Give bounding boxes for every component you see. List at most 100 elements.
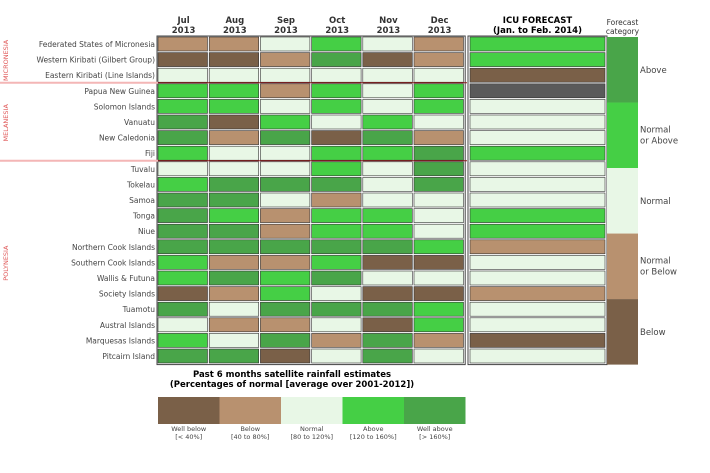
heatmap-cell: [260, 333, 311, 348]
heatmap-cell: [413, 270, 464, 286]
heatmap-cell: [208, 239, 259, 255]
heatmap-cell: [311, 333, 362, 348]
heatmap-cell: [157, 255, 208, 270]
row-label: Wallis & Futuna: [97, 274, 155, 283]
forecast-cell: [469, 301, 606, 317]
heatmap-cell: [311, 114, 362, 130]
heatmap-cell: [362, 36, 413, 52]
row-label: Austral Islands: [100, 321, 155, 330]
legend-swatch: [158, 397, 220, 424]
heatmap-cell: [208, 177, 259, 192]
heatmap-cell: [157, 333, 208, 348]
heatmap-cell: [362, 255, 413, 270]
legend-range: [> 160%]: [419, 433, 450, 441]
heatmap-cell: [311, 67, 362, 83]
heatmap-cell: [208, 145, 259, 161]
month-header: Dec: [431, 16, 449, 26]
heatmap-cell: [260, 223, 311, 239]
legend-label: Below: [240, 425, 260, 433]
heatmap-cell: [208, 192, 259, 208]
heatmap-cell: [362, 67, 413, 83]
row-label: Pitcairn Island: [102, 352, 155, 361]
month-header: Jul: [177, 16, 190, 26]
chart-subtitle: (Percentages of normal [average over 200…: [170, 380, 414, 390]
month-header: Nov: [379, 16, 398, 26]
heatmap-cell: [311, 145, 362, 161]
heatmap-cell: [362, 161, 413, 177]
heatmap-cell: [208, 348, 259, 364]
legend-range: [80 to 120%]: [290, 433, 333, 441]
heatmap-cell: [413, 99, 464, 114]
heatmap-cell: [362, 348, 413, 364]
heatmap-cell: [362, 270, 413, 286]
heatmap-cell: [311, 83, 362, 99]
heatmap-cell: [311, 239, 362, 255]
heatmap-cell: [208, 83, 259, 99]
forecast-cell: [469, 114, 606, 130]
forecast-category-label: Below: [640, 328, 666, 338]
heatmap-cell: [362, 208, 413, 223]
month-year-header: 2013: [172, 26, 196, 36]
row-label: Tonga: [132, 212, 155, 221]
month-year-header: 2013: [377, 26, 401, 36]
legend-label: Above: [363, 425, 383, 433]
heatmap-cell: [208, 130, 259, 145]
legend-label: Normal: [300, 425, 324, 433]
heatmap-cell: [260, 192, 311, 208]
heatmap-cell: [311, 286, 362, 301]
heatmap-cell: [157, 348, 208, 364]
heatmap-cell: [413, 52, 464, 67]
heatmap-cell: [157, 223, 208, 239]
forecast-cell: [469, 239, 606, 255]
heatmap-cell: [311, 177, 362, 192]
heatmap-cell: [311, 130, 362, 145]
forecast-cell: [469, 348, 606, 364]
heatmap-cell: [260, 301, 311, 317]
row-label: Niue: [138, 227, 155, 236]
heatmap-cell: [157, 239, 208, 255]
heatmap-cell: [260, 36, 311, 52]
heatmap-cell: [311, 52, 362, 67]
legend-swatch: [404, 397, 466, 424]
heatmap-cell: [260, 99, 311, 114]
legend-range: [40 to 80%]: [231, 433, 269, 441]
heatmap-cell: [157, 317, 208, 333]
heatmap-cell: [208, 52, 259, 67]
month-year-header: 2013: [325, 26, 349, 36]
heatmap-cell: [260, 317, 311, 333]
heatmap-cell: [311, 36, 362, 52]
heatmap-cell: [157, 36, 208, 52]
row-label: New Caledonia: [99, 134, 155, 143]
heatmap-cell: [413, 177, 464, 192]
forecast-cell: [469, 192, 606, 208]
heatmap-cell: [260, 83, 311, 99]
forecast-category-label: Normal: [640, 197, 671, 207]
heatmap-cell: [362, 52, 413, 67]
heatmap-cell: [208, 270, 259, 286]
forecast-cell: [469, 286, 606, 301]
row-label: Papua New Guinea: [84, 87, 155, 96]
forecast-category-swatch: [607, 102, 638, 169]
forecast-cell: [469, 36, 606, 52]
heatmap-cell: [413, 239, 464, 255]
forecast-cell: [469, 52, 606, 67]
heatmap-cell: [311, 255, 362, 270]
heatmap-cell: [413, 67, 464, 83]
heatmap-cell: [157, 301, 208, 317]
heatmap-cell: [157, 270, 208, 286]
heatmap-cell: [413, 192, 464, 208]
forecast-category-label: Normal: [640, 256, 671, 266]
heatmap-cell: [157, 192, 208, 208]
forecast-subheader: (Jan. to Feb. 2014): [493, 26, 582, 36]
forecast-category-swatch: [607, 168, 638, 234]
heatmap-cell: [311, 348, 362, 364]
category-header: Forecast: [607, 18, 639, 27]
legend-range: [120 to 160%]: [350, 433, 397, 441]
forecast-cell: [469, 161, 606, 177]
legend-label: Well above: [417, 425, 453, 433]
heatmap-cell: [413, 83, 464, 99]
heatmap-cell: [362, 177, 413, 192]
forecast-cell: [469, 83, 606, 99]
forecast-category-label: Normal: [640, 125, 671, 135]
heatmap-cell: [157, 52, 208, 67]
